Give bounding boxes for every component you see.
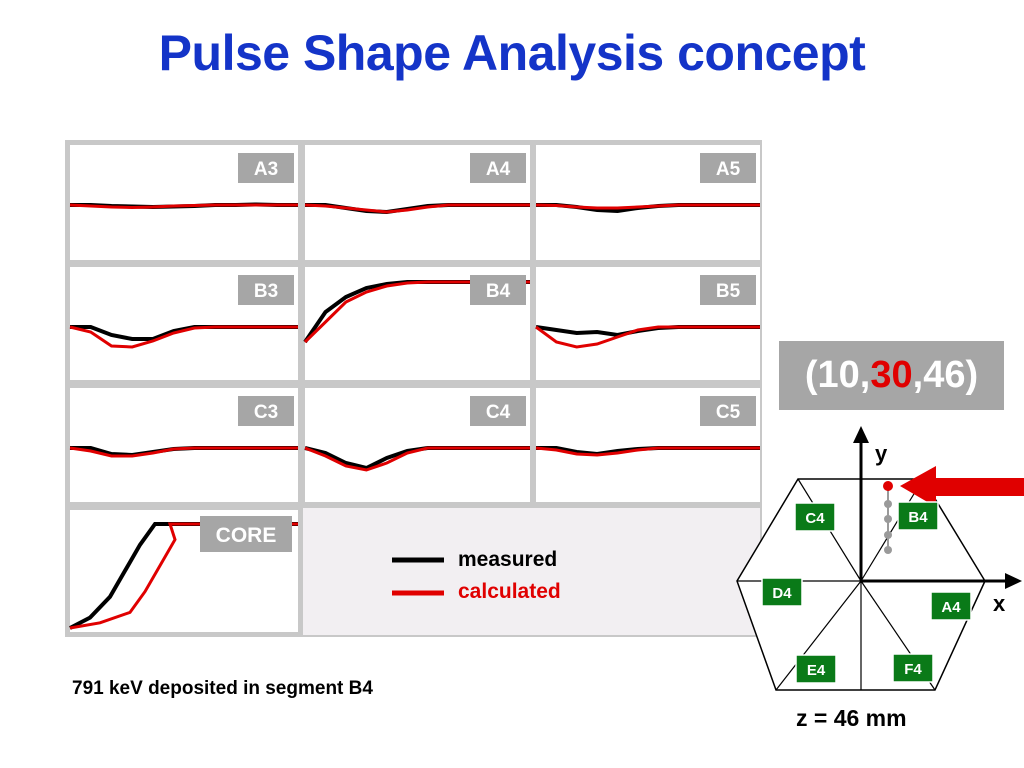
- calculated-trace: [304, 203, 530, 214]
- segment-a4-box: [930, 591, 972, 621]
- segment-tag-label: A5: [716, 159, 741, 180]
- x-axis-arrow-icon: [1005, 573, 1022, 589]
- segment-d4-label: D4: [772, 585, 792, 602]
- segment-c4-label: C4: [805, 510, 825, 527]
- legend-calculated-label: calculated: [458, 580, 561, 603]
- segment-labels: C4 B4 D4 A4 E4 F4: [761, 501, 972, 684]
- segment-tag: [238, 275, 294, 305]
- calculated-trace: [535, 446, 760, 457]
- segment-tag: [700, 153, 756, 183]
- interaction-point: [883, 481, 893, 491]
- segment-tag-label: C5: [716, 402, 741, 423]
- core-tag: [200, 516, 292, 552]
- coord-highlight: 30: [870, 354, 913, 396]
- scan-point: [884, 500, 892, 508]
- segment-f4-label: F4: [904, 661, 922, 678]
- scan-point: [884, 546, 892, 554]
- red-arrow-icon: [900, 466, 1024, 507]
- y-axis-label: y: [875, 441, 888, 466]
- y-axis-arrow-icon: [853, 426, 869, 443]
- segment-a4-label: A4: [941, 599, 961, 616]
- segment-d4-box: [761, 577, 803, 607]
- x-axis-label: x: [993, 591, 1006, 616]
- slide-title: Pulse Shape Analysis concept: [158, 25, 866, 81]
- segment-tag-label: A3: [254, 159, 278, 180]
- segment-tag-label: C4: [486, 402, 511, 423]
- segment-e4-box: [795, 654, 837, 684]
- scan-point: [884, 515, 892, 523]
- segment-e4-label: E4: [807, 662, 826, 679]
- calculated-trace: [69, 325, 298, 349]
- segment-tag-label: B3: [254, 281, 278, 302]
- scan-point: [884, 531, 892, 539]
- coord-prefix: (10,: [804, 354, 871, 396]
- segment-tag: [470, 396, 526, 426]
- calculated-trace: [69, 446, 298, 458]
- segment-tag-label: B4: [486, 281, 511, 302]
- segment-tag: [700, 275, 756, 305]
- segment-b4-label: B4: [908, 509, 928, 526]
- segment-tag-label: A4: [486, 159, 511, 180]
- position-coordinates-box: (10,30,46): [779, 341, 1004, 410]
- segment-b4-box: [897, 501, 939, 531]
- z-position-label: z = 46 mm: [796, 705, 907, 731]
- segment-tag: [238, 396, 294, 426]
- energy-caption: 791 keV deposited in segment B4: [72, 678, 373, 699]
- segment-tag: [700, 396, 756, 426]
- segment-tag: [470, 275, 526, 305]
- segment-c4-box: [794, 502, 836, 532]
- calculated-trace: [535, 203, 760, 210]
- calculated-trace: [304, 446, 530, 472]
- core-tag-label: CORE: [216, 524, 277, 547]
- segment-tag-label: B5: [716, 281, 741, 302]
- legend-area: [303, 508, 760, 635]
- legend-measured-label: measured: [458, 548, 557, 571]
- segment-tag: [470, 153, 526, 183]
- calculated-trace: [69, 203, 298, 210]
- segment-f4-box: [892, 653, 934, 683]
- segment-tag-label: C3: [254, 402, 278, 423]
- calculated-trace: [535, 325, 760, 349]
- coord-suffix: ,46): [912, 354, 979, 396]
- segment-tag: [238, 153, 294, 183]
